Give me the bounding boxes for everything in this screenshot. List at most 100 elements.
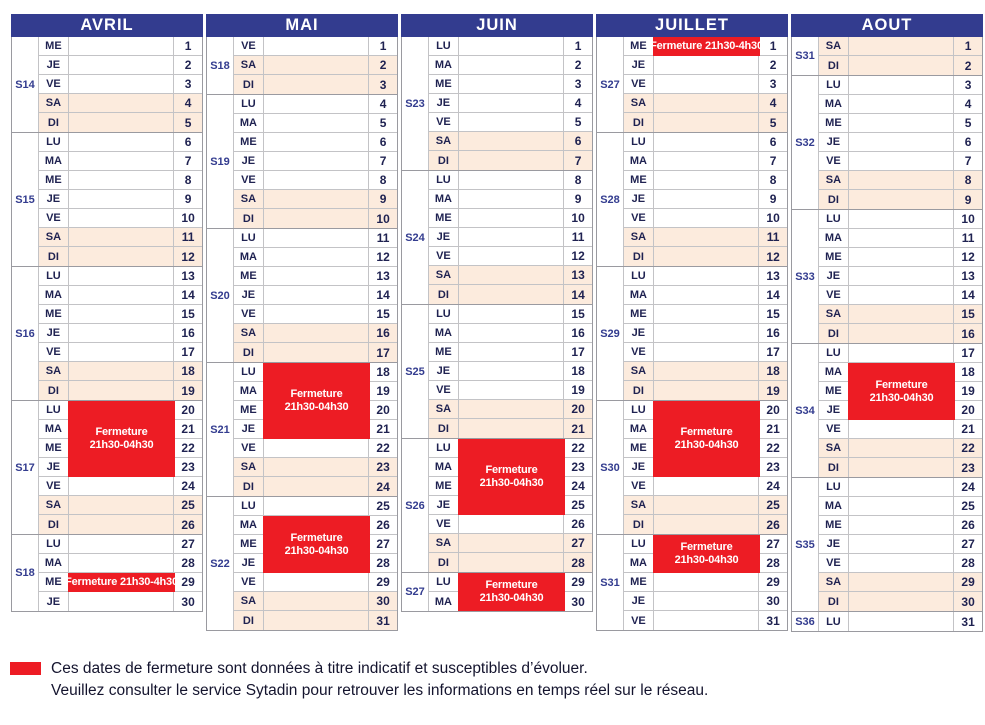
day-number: 31 bbox=[961, 614, 975, 629]
week-group: S33 LU 10 MA 11 ME 12 JE 13 VE 14 SA 15 DI 16 bbox=[792, 210, 983, 344]
day-row: JE 30 bbox=[39, 592, 202, 611]
day-number: 14 bbox=[181, 288, 195, 302]
day-number: 22 bbox=[766, 441, 780, 455]
closure-label: 21h30-04h30 bbox=[479, 592, 544, 604]
day-cell bbox=[264, 286, 370, 304]
week-number: S32 bbox=[795, 136, 815, 149]
week-group: S15 LU 6 MA 7 ME 8 JE 9 VE 10 SA 11 DI 12 bbox=[12, 133, 203, 267]
day-cell bbox=[69, 267, 175, 285]
day-row: ME 13 bbox=[234, 267, 397, 286]
day-of-week-label: DI bbox=[819, 592, 849, 611]
day-row: DI 23 bbox=[819, 458, 983, 477]
day-of-week-label: MA bbox=[234, 114, 264, 132]
day-cell bbox=[68, 228, 175, 246]
day-number: 23 bbox=[571, 460, 585, 474]
day-number: 15 bbox=[954, 305, 983, 323]
day-number: 18 bbox=[571, 364, 585, 378]
day-number: 24 bbox=[181, 479, 195, 493]
day-number: 26 bbox=[759, 515, 788, 534]
day-number: 29 bbox=[376, 575, 390, 589]
day-number: 22 bbox=[571, 441, 585, 455]
day-number: 8 bbox=[574, 173, 582, 187]
day-number: 8 bbox=[954, 171, 983, 189]
day-row: JE 9 bbox=[39, 190, 202, 209]
day-number: 16 bbox=[954, 324, 983, 343]
closure-block: Fermeture 21h30-4h30 bbox=[65, 573, 178, 592]
day-of-week-label: SA bbox=[819, 439, 849, 457]
day-cell bbox=[68, 362, 175, 380]
closure-label: 21h30-04h30 bbox=[869, 391, 934, 404]
day-of-week-label: JE bbox=[39, 190, 69, 208]
day-number: 14 bbox=[961, 288, 975, 302]
day-row: JE 2 bbox=[39, 56, 202, 75]
day-number: 29 bbox=[181, 575, 195, 589]
closure-label: Fermeture bbox=[95, 426, 148, 438]
day-of-week-label: MA bbox=[234, 516, 264, 534]
day-cell bbox=[654, 477, 760, 495]
day-of-week-label: MA bbox=[819, 229, 849, 247]
day-number: 23 bbox=[766, 460, 780, 474]
day-row: VE 3 bbox=[39, 75, 202, 94]
day-of-week-label: SA bbox=[819, 171, 849, 189]
day-cell bbox=[68, 247, 175, 266]
day-of-week-label: ME bbox=[39, 171, 69, 189]
day-number: 30 bbox=[181, 594, 195, 609]
day-of-week-label: LU bbox=[234, 497, 264, 515]
day-cell bbox=[849, 152, 955, 170]
day-of-week-label: ME bbox=[624, 305, 654, 323]
week-group: S25 LU 15 MA 16 ME 17 JE 18 VE 19 SA 20 DI 21 bbox=[402, 305, 593, 439]
day-number: 8 bbox=[184, 173, 192, 187]
week-group: Fermeture 21h30-04h30 S34 LU 17 MA 18 ME 19 JE 20 V… bbox=[792, 344, 983, 478]
day-number: 16 bbox=[766, 326, 780, 340]
day-number: 31 bbox=[369, 611, 398, 630]
week-number: S36 bbox=[795, 615, 815, 628]
day-row: LU 13 bbox=[39, 267, 202, 286]
day-row: MA 4 bbox=[819, 95, 982, 114]
day-cell bbox=[263, 209, 370, 228]
day-of-week-label: MA bbox=[429, 324, 459, 342]
day-of-week-label: VE bbox=[819, 152, 849, 170]
day-number: 13 bbox=[181, 269, 195, 283]
week-group: Fermeture 21h30-4h30 S18 LU 27 MA 28 ME 29 JE 30 bbox=[12, 535, 202, 612]
day-number: 9 bbox=[574, 192, 582, 206]
day-number: 4 bbox=[759, 94, 788, 112]
day-row: SA 29 bbox=[819, 573, 983, 592]
day-row: ME 10 bbox=[429, 209, 592, 228]
week-number: S16 bbox=[15, 327, 35, 340]
day-cell bbox=[263, 611, 370, 630]
day-cell bbox=[849, 535, 955, 553]
day-cell bbox=[848, 171, 955, 189]
day-number: 3 bbox=[184, 77, 192, 91]
day-cell bbox=[69, 133, 175, 151]
day-row: DI 3 bbox=[234, 75, 398, 94]
day-of-week-label: VE bbox=[624, 75, 654, 93]
month-grid: S14 ME 1 JE 2 VE 3 SA 4 DI 5 S15 LU 6 MA 7 ME 8 JE 9 VE 10 SA 1… bbox=[11, 37, 203, 612]
day-of-week-label: DI bbox=[819, 56, 849, 75]
day-row: DI 14 bbox=[429, 285, 593, 304]
day-cell bbox=[654, 592, 760, 610]
day-row: ME 17 bbox=[429, 343, 592, 362]
month-juillet: JUILLET Fermeture 21h30-4h30 S27 ME 1 JE 2 VE 3 S… bbox=[596, 14, 788, 631]
day-cell bbox=[653, 362, 760, 380]
closure-block: Fermeture 21h30-04h30 bbox=[68, 401, 175, 477]
day-row: LU 4 bbox=[234, 95, 397, 114]
week-number: S18 bbox=[210, 59, 230, 72]
day-row: VE 28 bbox=[819, 554, 982, 573]
day-row: VE 3 bbox=[624, 75, 787, 94]
day-of-week-label: DI bbox=[819, 458, 849, 477]
day-row: DI 10 bbox=[234, 209, 398, 228]
day-of-week-label: LU bbox=[624, 267, 654, 285]
calendar: AVRIL S14 ME 1 JE 2 VE 3 SA 4 DI 5 S15 LU 6 MA 7 ME 8 JE 9 VE… bbox=[11, 14, 985, 632]
day-row: MA 16 bbox=[429, 324, 592, 343]
day-number: 10 bbox=[181, 211, 195, 225]
day-number: 6 bbox=[184, 135, 192, 149]
day-number: 4 bbox=[574, 96, 582, 110]
day-row: JE 16 bbox=[39, 324, 202, 343]
day-cell bbox=[69, 305, 175, 323]
day-row: SA 8 bbox=[819, 171, 983, 190]
day-cell bbox=[848, 458, 955, 477]
day-number: 12 bbox=[174, 247, 203, 266]
day-of-week-label: LU bbox=[624, 133, 654, 151]
day-number: 27 bbox=[564, 534, 593, 552]
day-number: 20 bbox=[766, 403, 780, 417]
